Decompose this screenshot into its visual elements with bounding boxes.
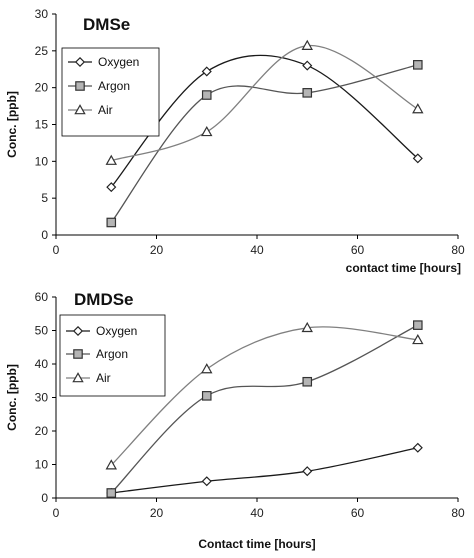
data-point-argon xyxy=(201,90,212,100)
x-tick-label: 0 xyxy=(53,243,60,257)
y-tick-label: 15 xyxy=(35,118,49,132)
x-tick-label: 80 xyxy=(451,506,465,520)
data-point-air xyxy=(301,321,313,333)
x-tick-label: 60 xyxy=(351,506,365,520)
data-point-air xyxy=(105,154,117,165)
legend-marker-argon xyxy=(75,81,85,91)
data-point-argon xyxy=(302,88,313,98)
data-point-oxygen xyxy=(302,466,313,477)
y-tick-label: 20 xyxy=(35,81,49,95)
series-line-air xyxy=(111,45,419,162)
y-tick-label: 25 xyxy=(35,44,49,58)
series-line-air xyxy=(110,326,418,466)
data-point-air xyxy=(412,333,424,345)
data-point-oxygen xyxy=(106,182,117,193)
y-tick-label: 10 xyxy=(35,458,49,472)
data-point-oxygen xyxy=(201,476,212,487)
data-point-oxygen xyxy=(412,153,423,164)
x-tick-label: 40 xyxy=(250,506,264,520)
x-axis-label: Contact time [hours] xyxy=(198,537,315,551)
y-tick-label: 10 xyxy=(35,154,49,168)
data-point-argon xyxy=(302,376,313,387)
y-tick-label: 40 xyxy=(35,357,49,371)
series-line-argon xyxy=(110,324,419,494)
chart-title: DMDSe xyxy=(74,290,134,309)
y-axis-label: Conc. [ppb] xyxy=(5,91,19,158)
x-tick-label: 40 xyxy=(250,243,264,257)
legend-label-argon: Argon xyxy=(98,79,130,93)
y-tick-label: 20 xyxy=(35,424,49,438)
chart-title: DMSe xyxy=(83,15,130,34)
legend-label-oxygen: Oxygen xyxy=(98,55,139,69)
y-tick-label: 5 xyxy=(41,191,48,205)
data-point-air xyxy=(201,363,213,374)
legend-marker-air xyxy=(72,372,84,383)
data-point-oxygen xyxy=(201,66,212,77)
y-tick-label: 30 xyxy=(35,7,49,21)
y-tick-label: 0 xyxy=(41,228,48,242)
data-point-argon xyxy=(106,217,117,228)
data-point-argon xyxy=(106,488,117,498)
data-point-air xyxy=(105,459,117,470)
data-point-air xyxy=(201,125,213,137)
legend-marker-air xyxy=(74,104,86,115)
x-tick-label: 20 xyxy=(150,243,164,257)
data-point-argon xyxy=(413,320,423,330)
legend-marker-argon xyxy=(73,349,83,359)
series-line-argon xyxy=(110,64,418,223)
y-tick-label: 60 xyxy=(35,290,49,304)
x-tick-label: 60 xyxy=(351,243,365,257)
series-line-oxygen xyxy=(111,447,418,494)
y-axis-label: Conc. [ppb] xyxy=(5,364,19,431)
data-point-oxygen xyxy=(302,60,313,71)
legend: Oxygen Argon Air xyxy=(59,314,166,397)
x-tick-label: 20 xyxy=(150,506,164,520)
legend-marker-oxygen xyxy=(72,325,84,337)
legend: Oxygen Argon Air xyxy=(61,47,160,137)
legend-label-air: Air xyxy=(98,103,113,117)
legend-label-air: Air xyxy=(96,371,111,385)
data-point-air xyxy=(301,39,313,50)
data-point-argon xyxy=(201,391,212,401)
data-point-argon xyxy=(413,60,423,70)
x-tick-label: 0 xyxy=(53,506,60,520)
data-point-oxygen xyxy=(412,442,423,453)
y-tick-label: 0 xyxy=(41,491,48,505)
x-axis-label: contact time [hours] xyxy=(346,261,461,275)
y-tick-label: 30 xyxy=(35,391,49,405)
legend-label-argon: Argon xyxy=(96,347,128,361)
y-tick-label: 50 xyxy=(35,324,49,338)
x-tick-label: 80 xyxy=(451,243,465,257)
legend-label-oxygen: Oxygen xyxy=(96,324,137,338)
chart-panel-2: 0 10 20 30 40 50 60 0 20 40 60 80 DMDSe Conc. [ppb] Co… xyxy=(5,290,465,551)
chart-panel-1: 0 5 10 15 20 25 30 0 20 40 60 80 DMSe Conc. [ppb] cont… xyxy=(5,7,465,275)
data-point-air xyxy=(412,103,424,114)
legend-marker-oxygen xyxy=(74,56,86,68)
